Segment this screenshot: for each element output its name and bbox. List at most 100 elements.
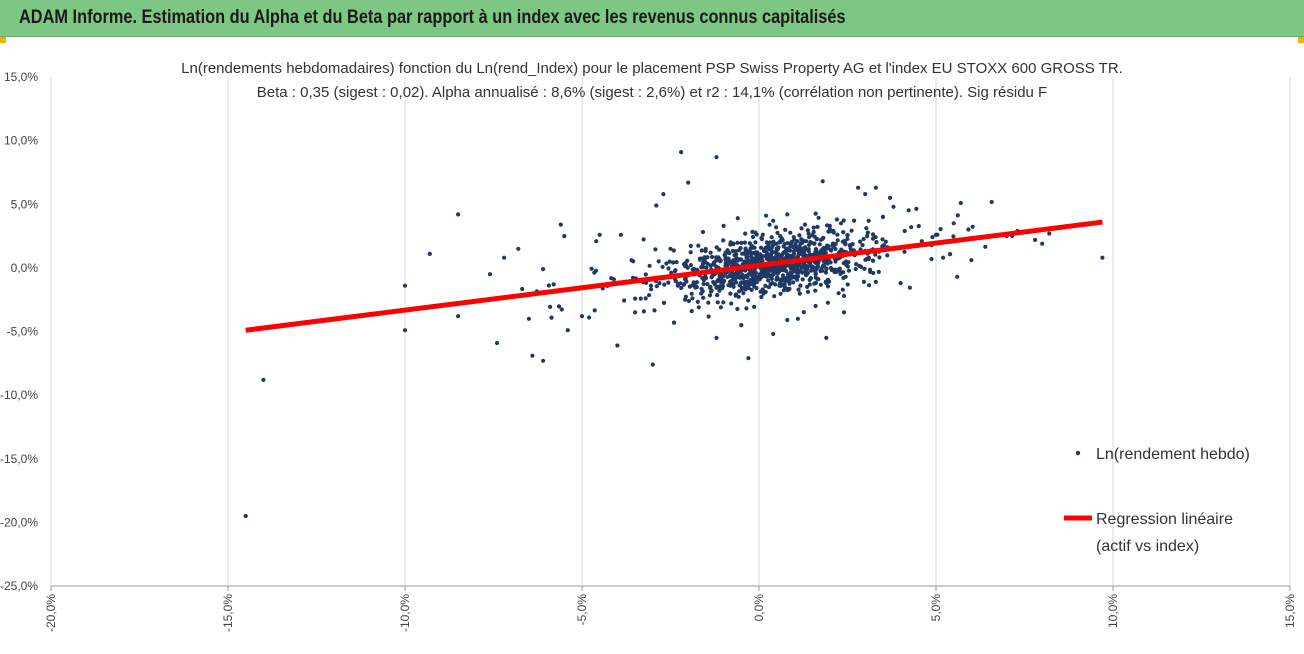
scatter-point bbox=[541, 267, 546, 272]
scatter-point bbox=[808, 240, 813, 245]
scatter-point bbox=[763, 283, 768, 288]
scatter-point bbox=[669, 270, 674, 275]
scatter-point bbox=[810, 264, 815, 269]
x-tick-label: -5,0% bbox=[575, 594, 589, 626]
scatter-point bbox=[704, 265, 709, 270]
scatter-point bbox=[592, 308, 597, 313]
scatter-point bbox=[548, 304, 553, 309]
scatter-point bbox=[683, 297, 688, 302]
scatter-point bbox=[798, 251, 804, 256]
scatter-point bbox=[907, 285, 913, 290]
scatter-point bbox=[683, 260, 688, 266]
scatter-point bbox=[715, 293, 720, 298]
scatter-point bbox=[792, 265, 797, 270]
scatter-point bbox=[766, 278, 771, 283]
scatter-point bbox=[846, 268, 852, 273]
scatter-point bbox=[806, 249, 811, 254]
scatter-point bbox=[970, 224, 975, 229]
scatter-point bbox=[696, 243, 701, 248]
scatter-point bbox=[807, 282, 812, 287]
scatter-point bbox=[556, 304, 562, 309]
scatter-point bbox=[784, 286, 789, 291]
scatter-point bbox=[782, 266, 787, 272]
scatter-point bbox=[664, 261, 669, 266]
scatter-point bbox=[728, 291, 733, 296]
scatter-point bbox=[731, 271, 736, 276]
scatter-point bbox=[805, 228, 811, 233]
scatter-point bbox=[662, 282, 667, 287]
scatter-point bbox=[641, 309, 647, 314]
scatter-point bbox=[795, 316, 801, 321]
scatter-point bbox=[935, 232, 940, 237]
scatter-point bbox=[774, 225, 779, 230]
scatter-point bbox=[728, 242, 733, 247]
scatter-point bbox=[801, 238, 806, 243]
scatter-point bbox=[841, 310, 847, 315]
scatter-point bbox=[643, 272, 648, 277]
scatter-point bbox=[701, 281, 706, 287]
scatter-point bbox=[708, 250, 713, 255]
scatter-point bbox=[849, 242, 854, 247]
scatter-point bbox=[813, 303, 818, 309]
scatter-point bbox=[615, 343, 620, 348]
scatter-point bbox=[785, 317, 790, 323]
scatter-point bbox=[858, 239, 863, 244]
scatter-point bbox=[654, 203, 659, 208]
scatter-point bbox=[526, 316, 532, 321]
scatter-point bbox=[696, 305, 701, 310]
scatter-point bbox=[721, 280, 726, 285]
legend-line-label-1: Regression linéaire bbox=[1096, 511, 1233, 528]
y-tick-label: -20,0% bbox=[0, 515, 38, 529]
scatter-point bbox=[673, 279, 678, 284]
scatter-point bbox=[885, 253, 890, 258]
scatter-point bbox=[758, 289, 763, 294]
legend-scatter-marker bbox=[1075, 450, 1081, 456]
scatter-point bbox=[857, 263, 862, 268]
scatter-point bbox=[771, 272, 776, 277]
y-tick-labels: 15,0% 10,0% 5,0% 0,0% -5,0% -10,0% -15,0% -20,0… bbox=[0, 70, 38, 593]
x-tick-label: -15,0% bbox=[221, 594, 235, 632]
scatter-point bbox=[836, 291, 841, 296]
scatter-point bbox=[909, 225, 914, 230]
scatter-point bbox=[840, 239, 845, 244]
scatter-point bbox=[771, 218, 776, 223]
scatter-point bbox=[739, 285, 745, 291]
scatter-point bbox=[825, 300, 831, 305]
scatter-point bbox=[788, 266, 793, 271]
scatter-point bbox=[772, 267, 777, 272]
scatter-point bbox=[824, 223, 830, 228]
scatter-point bbox=[754, 274, 759, 279]
scatter-point bbox=[951, 234, 956, 239]
scatter-point bbox=[745, 275, 750, 280]
scatter-point bbox=[814, 265, 819, 270]
scatter-point bbox=[714, 245, 719, 250]
scatter-point bbox=[710, 254, 715, 260]
scatter-point bbox=[671, 248, 676, 253]
scatter-point bbox=[769, 235, 774, 240]
scatter-point bbox=[767, 222, 772, 227]
scatter-point bbox=[941, 255, 946, 260]
scatter-point bbox=[777, 283, 783, 288]
scatter-point bbox=[671, 260, 676, 265]
axes bbox=[50, 585, 1291, 591]
scatter-point bbox=[778, 291, 783, 296]
scatter-point bbox=[737, 273, 742, 278]
scatter-point bbox=[766, 267, 771, 272]
scatter-point bbox=[759, 269, 764, 274]
scatter-point bbox=[744, 306, 749, 311]
scatter-point bbox=[721, 223, 726, 228]
scatter-point bbox=[735, 216, 740, 221]
scatter-point bbox=[657, 281, 662, 286]
scatter-point bbox=[849, 228, 854, 233]
scatter-point bbox=[654, 284, 659, 289]
y-tick-label: 0,0% bbox=[11, 261, 39, 275]
scatter-point bbox=[845, 233, 850, 238]
scatter-point bbox=[739, 240, 744, 245]
scatter-point bbox=[773, 282, 778, 287]
scatter-point bbox=[714, 155, 719, 160]
scatter-point bbox=[817, 242, 822, 247]
scatter-point bbox=[674, 260, 679, 265]
scatter-point bbox=[730, 281, 736, 287]
scatter-point bbox=[785, 252, 790, 257]
scatter-point bbox=[791, 252, 797, 257]
